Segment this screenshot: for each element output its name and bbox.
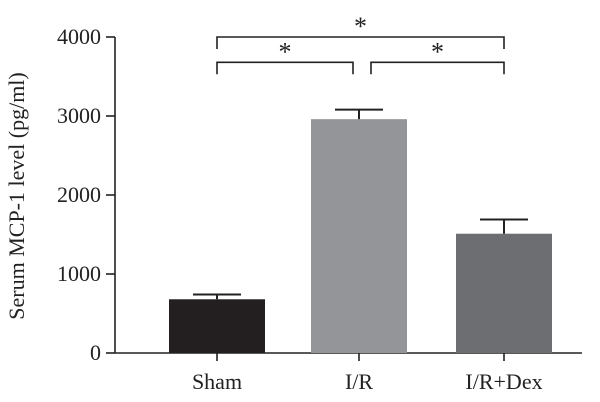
x-tick-label: I/R	[345, 369, 373, 394]
bar	[169, 299, 265, 353]
bar	[311, 119, 407, 353]
significance-bracket	[216, 36, 505, 49]
significance-star: *	[354, 12, 367, 41]
significance-bracket	[370, 61, 505, 75]
y-tick-label: 3000	[57, 103, 101, 128]
y-axis-label: Serum MCP-1 level (pg/ml)	[4, 72, 29, 319]
significance-star: *	[431, 37, 444, 66]
y-tick-label: 1000	[57, 261, 101, 286]
y-tick-label: 0	[90, 340, 101, 365]
significance-star: *	[279, 37, 292, 66]
y-tick-labels: 0 1000 2000 3000 4000	[57, 24, 101, 365]
significance-brackets: * * *	[216, 12, 505, 75]
x-tick-label: I/R+Dex	[465, 369, 542, 394]
x-tick-labels: Sham I/R I/R+Dex	[192, 369, 543, 394]
bar	[456, 233, 552, 353]
y-tick-label: 2000	[57, 182, 101, 207]
x-tick-label: Sham	[192, 369, 242, 394]
y-tick-label: 4000	[57, 24, 101, 49]
bars	[169, 108, 552, 353]
significance-bracket	[216, 61, 354, 75]
